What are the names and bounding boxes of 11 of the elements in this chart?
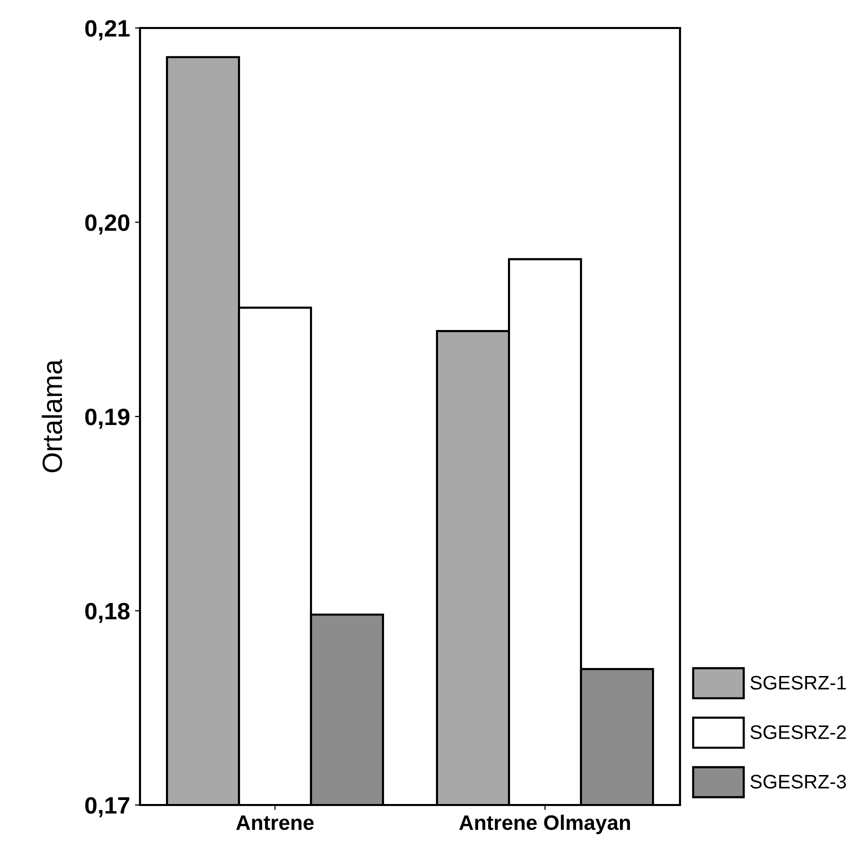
x-tick-label: Antrene Olmayan xyxy=(459,814,630,834)
y-tick-label: 0,17 xyxy=(85,797,130,818)
x-tick-label: Antrene xyxy=(236,815,314,830)
y-tick-label: 0,21 xyxy=(85,20,130,40)
y-axis-title: Ortalama xyxy=(42,359,62,472)
legend-label: SGESRZ-1 xyxy=(750,676,846,690)
y-tick-label: 0,18 xyxy=(85,602,130,623)
legend-label: SGESRZ-2 xyxy=(750,725,846,740)
legend-label: SGESRZ-3 xyxy=(750,774,846,789)
y-tick-label: 0,20 xyxy=(85,214,130,234)
y-tick-label: 0,19 xyxy=(85,408,130,429)
